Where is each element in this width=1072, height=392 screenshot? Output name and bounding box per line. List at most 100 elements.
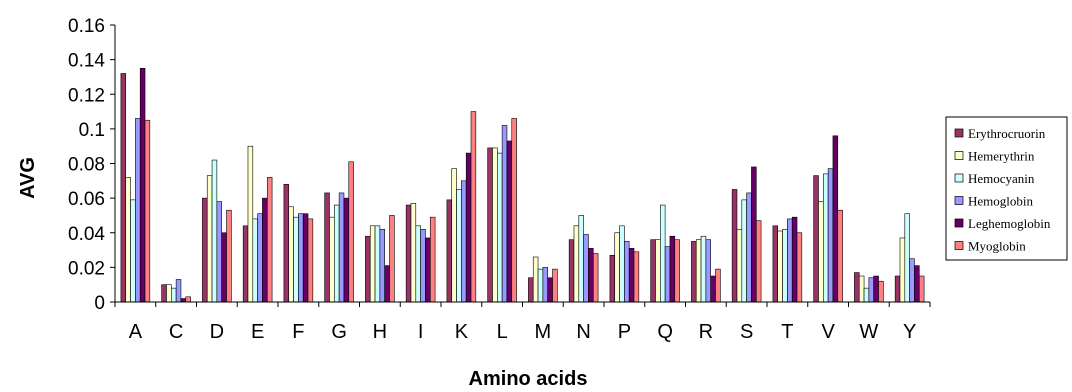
x-tick-label: R (699, 321, 713, 343)
bar-myoglobin-W (878, 280, 884, 303)
bar-leghemoglobin-D (221, 232, 227, 303)
bar-myoglobin-L (511, 118, 517, 303)
legend-label: Hemoglobin (968, 194, 1033, 209)
bar-myoglobin-N (592, 253, 599, 303)
bar-erythrocruorin-V (813, 175, 819, 303)
bar-leghemoglobin-Y (914, 265, 920, 303)
x-tick-label: P (618, 321, 631, 343)
bar-hemoglobin-T (787, 218, 793, 303)
bar-erythrocruorin-T (772, 225, 779, 303)
bar-hemerythrin-T (777, 230, 783, 303)
bar-hemocyanin-G (333, 204, 340, 303)
bar-hemocyanin-Q (659, 204, 666, 303)
bar-leghemoglobin-P (628, 248, 635, 303)
bar-myoglobin-T (796, 232, 803, 303)
bar-hemerythrin-D (206, 175, 213, 303)
bar-hemerythrin-N (573, 225, 580, 303)
bar-leghemoglobin-N (588, 248, 594, 303)
y-tick-label: 0.06 (68, 189, 105, 210)
bar-hemerythrin-I (410, 203, 417, 303)
bar-hemerythrin-V (818, 201, 824, 303)
bar-hemerythrin-L (492, 147, 498, 303)
bar-hemoglobin-A (135, 118, 141, 303)
bar-myoglobin-C (185, 296, 191, 303)
bar-hemoglobin-V (827, 168, 834, 303)
x-tick-label: I (418, 321, 424, 343)
bar-myoglobin-F (307, 218, 314, 303)
axes-layer (114, 25, 930, 303)
x-tick-label: E (251, 321, 264, 343)
bar-hemoglobin-W (868, 277, 875, 303)
bar-erythrocruorin-W (854, 272, 860, 303)
bar-myoglobin-S (755, 220, 762, 303)
bar-hemocyanin-L (496, 152, 503, 303)
bar-erythrocruorin-D (202, 197, 208, 303)
legend-label: Myoglobin (968, 239, 1026, 254)
x-tick-label: N (576, 321, 590, 343)
legend-swatch (954, 173, 964, 183)
bar-myoglobin-A (144, 119, 151, 303)
legend-swatch (954, 241, 964, 250)
x-tick-label: T (781, 321, 793, 343)
bar-hemerythrin-H (369, 225, 376, 303)
bar-leghemoglobin-V (832, 135, 839, 303)
y-tick-label: 0.1 (79, 120, 105, 141)
bar-myoglobin-K (470, 111, 477, 303)
bar-myoglobin-E (266, 177, 273, 303)
x-tick-label: V (821, 321, 835, 343)
bar-hemoglobin-K (461, 180, 467, 303)
bar-hemocyanin-W (863, 287, 870, 303)
bar-hemocyanin-C (171, 287, 177, 303)
bar-hemocyanin-S (741, 199, 747, 303)
bar-erythrocruorin-K (446, 199, 453, 303)
legend-label: Erythrocruorin (968, 126, 1046, 141)
bar-leghemoglobin-G (343, 197, 350, 303)
x-axis-title: Amino acids (469, 368, 588, 390)
bar-hemoglobin-S (746, 192, 752, 303)
x-tick-label: D (210, 321, 224, 343)
bar-hemerythrin-M (532, 256, 539, 303)
bar-leghemoglobin-Q (669, 235, 676, 303)
x-tick-label: Y (903, 321, 916, 343)
y-tick-label: 0.04 (68, 224, 105, 245)
bar-leghemoglobin-R (710, 275, 716, 303)
y-tick-label: 0.14 (68, 51, 105, 72)
y-axis-title: AVG (17, 157, 39, 199)
x-tick-label: C (169, 321, 183, 343)
bar-hemoglobin-Q (664, 246, 671, 303)
bar-leghemoglobin-A (139, 67, 146, 303)
bar-hemocyanin-M (537, 268, 544, 303)
bar-leghemoglobin-W (873, 275, 879, 303)
bar-leghemoglobin-M (547, 277, 553, 303)
bar-hemerythrin-S (736, 228, 743, 303)
legend-swatch (954, 128, 964, 138)
bar-erythrocruorin-E (242, 225, 249, 303)
bar-hemocyanin-P (619, 225, 625, 303)
bar-hemoglobin-F (298, 213, 304, 303)
bar-leghemoglobin-I (425, 237, 431, 303)
bar-leghemoglobin-E (262, 197, 268, 303)
bar-erythrocruorin-I (405, 204, 412, 303)
bar-erythrocruorin-S (731, 189, 738, 303)
legend-swatch (954, 151, 964, 160)
bar-hemocyanin-H (374, 225, 381, 303)
bar-hemocyanin-E (252, 218, 258, 303)
bar-myoglobin-D (226, 209, 232, 303)
bar-hemoglobin-N (583, 234, 589, 303)
x-tick-label: L (497, 321, 508, 343)
bar-erythrocruorin-F (283, 183, 290, 303)
bar-hemoglobin-E (257, 213, 263, 303)
bar-hemerythrin-F (288, 206, 294, 303)
bar-hemocyanin-A (130, 199, 136, 303)
bar-myoglobin-V (837, 209, 843, 303)
bar-leghemoglobin-C (180, 298, 187, 303)
bar-myoglobin-M (552, 268, 558, 303)
bar-hemocyanin-K (456, 189, 462, 303)
y-tick-label: 0.16 (68, 16, 105, 37)
bar-leghemoglobin-H (384, 265, 390, 303)
bar-hemerythrin-Y (899, 237, 906, 303)
bar-hemoglobin-M (542, 267, 549, 303)
bar-hemoglobin-G (338, 192, 345, 303)
